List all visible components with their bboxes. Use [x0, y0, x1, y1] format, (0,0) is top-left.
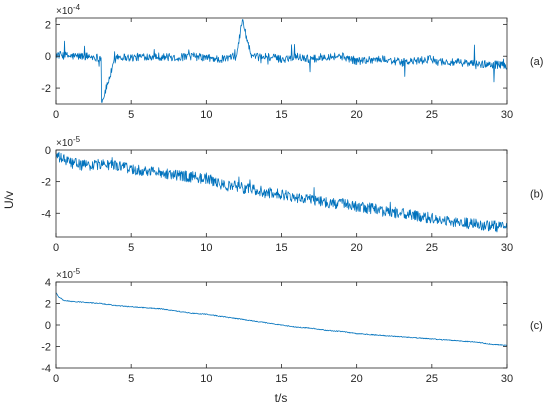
x-tick-label: 25 — [426, 373, 438, 385]
panel-label: (c) — [530, 320, 543, 332]
x-tick-label: 10 — [200, 242, 212, 254]
y-tick-label: 0 — [45, 145, 51, 157]
x-tick-label: 5 — [128, 109, 134, 121]
y-exponent-label: ×10-5 — [56, 135, 81, 149]
y-tick-label: 0 — [45, 320, 51, 332]
x-axis-label: t/s — [275, 391, 288, 405]
x-tick-label: 15 — [275, 242, 287, 254]
y-tick-label: -2 — [41, 83, 51, 95]
y-tick-label: 4 — [45, 277, 51, 289]
x-tick-label: 5 — [128, 242, 134, 254]
x-tick-label: 0 — [53, 109, 59, 121]
y-tick-label: 2 — [45, 299, 51, 311]
x-tick-label: 25 — [426, 242, 438, 254]
x-tick-label: 30 — [501, 373, 513, 385]
panels-group: 0 5 10 15 20 25 30-202×10-4(a)0 5 10 15 20 25 30-4-2… — [41, 3, 543, 385]
panel-label: (a) — [530, 56, 543, 68]
panel-label: (b) — [530, 189, 543, 201]
series-line-0 — [55, 19, 508, 103]
x-tick-label: 30 — [501, 242, 513, 254]
y-tick-label: -4 — [41, 208, 51, 220]
panel-2: 0 5 10 15 20 25 30 -4 -2 0 2 4 ×10-5 (c) — [41, 267, 543, 385]
x-tick-label: 15 — [275, 109, 287, 121]
y-exponent-label: ×10-4 — [56, 3, 81, 17]
panel-0: 0 5 10 15 20 25 30 -2 0 2 ×10-4 (a) — [41, 3, 543, 121]
panel-1: 0 5 10 15 20 25 30 -4 -2 0 ×10-5 (b) — [41, 135, 543, 254]
series-line-2 — [55, 292, 508, 346]
x-tick-label: 15 — [275, 373, 287, 385]
x-tick-label: 10 — [200, 109, 212, 121]
x-tick-label: 0 — [53, 242, 59, 254]
x-tick-label: 10 — [200, 373, 212, 385]
x-tick-label: 5 — [128, 373, 134, 385]
y-tick-label: 0 — [45, 51, 51, 63]
y-axis-label: U/v — [2, 191, 16, 209]
y-tick-label: -4 — [41, 363, 51, 375]
x-tick-label: 0 — [53, 373, 59, 385]
x-tick-label: 20 — [351, 242, 363, 254]
y-exponent-label: ×10-5 — [56, 267, 81, 281]
x-tick-label: 25 — [426, 109, 438, 121]
x-tick-label: 30 — [501, 109, 513, 121]
series-line-1 — [55, 151, 508, 233]
y-tick-label: -2 — [41, 177, 51, 189]
y-tick-label: 2 — [45, 19, 51, 31]
y-tick-label: -2 — [41, 342, 51, 354]
x-tick-label: 20 — [351, 109, 363, 121]
x-tick-label: 20 — [351, 373, 363, 385]
